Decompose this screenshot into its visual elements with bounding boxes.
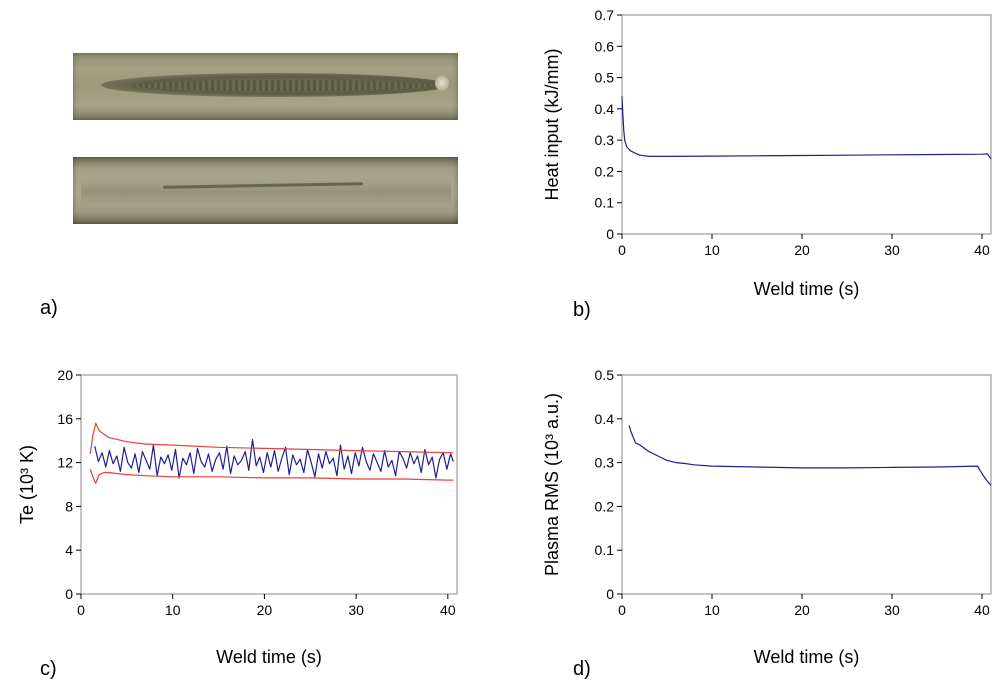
chart-b-ylabel: Heat input (kJ/mm) (542, 48, 562, 200)
chart-b-ytick-label: 0.5 (595, 70, 615, 86)
weld-bead-root-photo (73, 157, 458, 224)
chart-d-ytick-label: 0.2 (595, 498, 615, 514)
chart-c-ytick-label: 0 (65, 586, 73, 602)
chart-b-xlabel: Weld time (s) (754, 279, 860, 299)
chart-b-series-0-line (621, 96, 992, 160)
chart-d-xtick-label: 40 (974, 602, 990, 618)
chart-d-frame (621, 374, 992, 595)
chart-b-xtick-label: 20 (794, 242, 810, 258)
chart-c-frame (80, 374, 458, 595)
chart-b-ytick-label: 0.6 (595, 38, 615, 54)
chart-d-xtick-label: 30 (884, 602, 900, 618)
chart-b-ytick-label: 0 (606, 226, 614, 242)
chart-d-ylabel: Plasma RMS (10³ a.u.) (542, 393, 562, 576)
chart-b-frame (621, 14, 992, 235)
chart-d-ytick-label: 0.1 (595, 542, 615, 558)
chart-b-xtick-label: 10 (704, 242, 720, 258)
chart-b-xtick-label: 30 (884, 242, 900, 258)
chart-c-xlabel: Weld time (s) (216, 647, 322, 667)
weld-bead-ripples (133, 80, 433, 91)
chart-c-ytick-label: 4 (65, 542, 73, 558)
chart-b-xtick-label: 40 (974, 242, 990, 258)
chart-c-xtick-label: 10 (165, 602, 181, 618)
chart-d-ytick-label: 0.3 (595, 455, 615, 471)
chart-c-series-1-line (89, 422, 454, 454)
chart-c-xtick-label: 0 (77, 602, 85, 618)
chart-d-xtick-label: 10 (704, 602, 720, 618)
panel-label-d: d) (573, 658, 591, 680)
chart-c-xtick-label: 20 (257, 602, 273, 618)
chart-b-ytick-label: 0.2 (595, 163, 615, 179)
chart-b-xtick-label: 0 (618, 242, 626, 258)
chart-c-series-2-line (89, 468, 454, 484)
chart-c-xtick-label: 40 (440, 602, 456, 618)
chart-d-ytick-label: 0.5 (595, 367, 615, 383)
panel-label-a: a) (40, 297, 58, 319)
chart-c-series-0-line (94, 439, 454, 479)
panel-label-b: b) (573, 299, 591, 321)
panel-label-c: c) (40, 658, 57, 680)
chart-d-ytick-label: 0 (606, 586, 614, 602)
chart-d-series-0-line (628, 425, 992, 486)
chart-d-ytick-label: 0.4 (595, 411, 615, 427)
chart-c-xtick-label: 30 (348, 602, 364, 618)
chart-b-ytick-label: 0.3 (595, 132, 615, 148)
chart-c-ytick-label: 16 (57, 411, 73, 427)
chart-b-ytick-label: 0.4 (595, 101, 615, 117)
weld-bead-top-photo (73, 53, 458, 120)
chart-b-ytick-label: 0.1 (595, 195, 615, 211)
weld-crater (435, 75, 449, 91)
chart-d-xlabel: Weld time (s) (754, 647, 860, 667)
chart-b-ytick-label: 0.7 (595, 7, 615, 23)
chart-c-ytick-label: 8 (65, 498, 73, 514)
chart-d-xtick-label: 0 (618, 602, 626, 618)
chart-c-ytick-label: 20 (57, 367, 73, 383)
chart-c-ytick-label: 12 (57, 455, 73, 471)
chart-c-ylabel: Te (10³ K) (17, 445, 37, 524)
chart-d-xtick-label: 20 (794, 602, 810, 618)
